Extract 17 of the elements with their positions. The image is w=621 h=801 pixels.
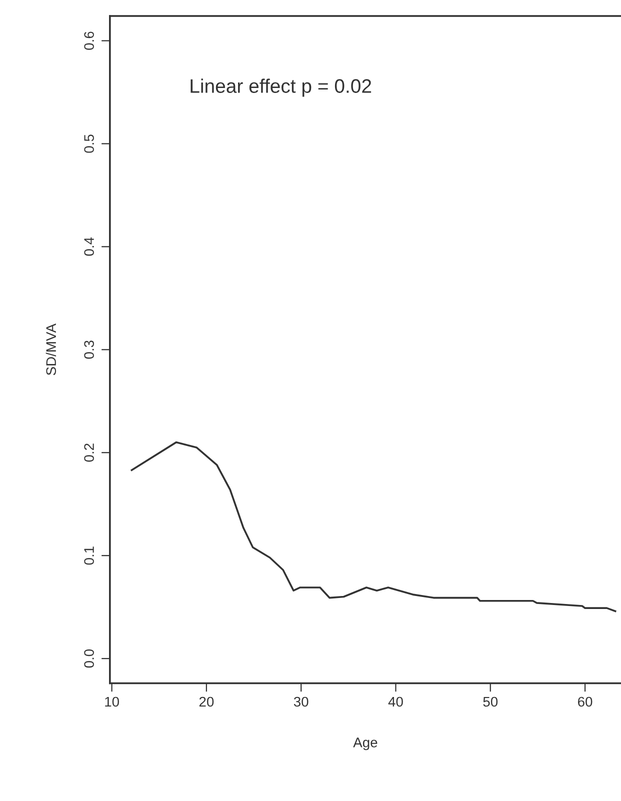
x-tick-label: 20 [199,696,214,707]
x-tick-label: 40 [388,696,403,707]
line-series [130,441,616,612]
x-tick-label: 30 [294,696,308,707]
y-tick-label: 0.4 [84,237,94,256]
x-tick-label: 50 [483,696,498,707]
x-tick-label: 10 [105,696,119,707]
y-tick-label: 0.6 [84,32,94,50]
x-tick-label: 60 [578,696,592,707]
y-tick-label: 0.5 [84,134,94,153]
y-tick-label: 0.3 [84,340,94,359]
y-axis-title: SD/MVA [46,324,56,376]
annotation: Linear effect p = 0.02 [190,78,372,97]
y-tick-label: 0.1 [84,546,94,565]
y-tick-label: 0.2 [84,444,94,462]
y-tick-label: 0.0 [84,649,94,668]
x-axis-title: Age [353,738,378,750]
